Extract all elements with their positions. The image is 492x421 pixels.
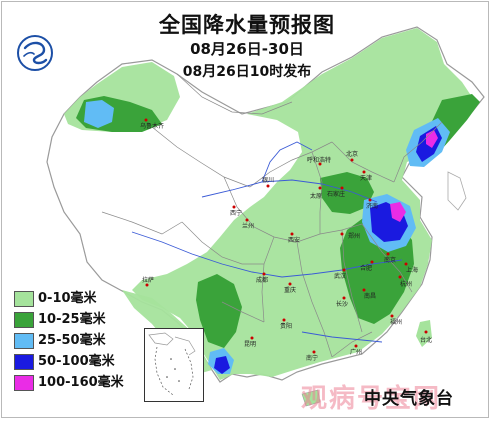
city-label: 武汉 [334,272,346,280]
city-label: 北京 [346,150,358,158]
rivers [131,141,403,343]
city-label: 石家庄 [327,190,345,198]
rain-100-160-northeast [426,130,438,148]
legend-swatch [14,312,34,328]
rain-10-25-north [320,172,374,214]
city-label: 福州 [390,318,402,326]
legend-item: 10-25毫米 [14,310,144,331]
city-label: 西宁 [230,209,242,217]
rain-50-100-yunnan [214,356,230,374]
legend-item: 50-100毫米 [14,352,144,373]
city-label: 郑州 [348,232,360,240]
agency-name: 中央气象台 [364,389,454,409]
city-markers: 乌鲁木齐 呼和浩特 北京 天津 石家庄 太原 济南 银川 西宁 兰州 郑州 西安… [140,118,432,362]
city-label: 太原 [310,192,322,200]
rain-10-25-southwest [196,274,242,348]
legend-label: 100-160毫米 [38,375,124,390]
legend-swatch [14,354,34,370]
rain-25-50-xinjiang [84,100,114,128]
korea-coast [447,171,467,211]
city-label: 合肥 [360,264,372,272]
city-label: 上海 [406,266,418,274]
city-label: 昆明 [244,341,256,348]
inset-map [148,332,196,396]
legend-label: 25-50毫米 [38,333,106,348]
legend-item: 100-160毫米 [14,373,144,394]
city-label: 拉萨 [142,276,154,284]
province-boundaries [101,73,443,358]
south-china-sea-inset [144,328,204,402]
cma-logo-icon [17,35,53,71]
legend-swatch [14,375,34,391]
precipitation-map: 乌鲁木齐 呼和浩特 北京 天津 石家庄 太原 济南 银川 西宁 兰州 郑州 西安… [46,26,485,407]
legend-item: 25-50毫米 [14,331,144,352]
city-label: 广州 [350,348,362,356]
legend-label: 10-25毫米 [38,312,106,327]
city-label: 济南 [366,202,378,210]
legend-label: 0-10毫米 [38,291,97,306]
legend-item: 0-10毫米 [14,289,144,310]
city-label: 贵阳 [280,322,292,330]
rain-100-160-shandong [390,202,406,222]
city-label: 成都 [256,276,268,284]
city-label: 重庆 [284,286,296,294]
city-label: 杭州 [400,280,412,288]
legend-swatch [14,333,34,349]
city-label: 南宁 [306,354,318,362]
city-label: 南昌 [364,292,376,300]
city-label: 银川 [262,176,274,184]
hainan-island [301,389,321,407]
city-label: 南京 [384,256,396,264]
city-label: 长沙 [336,300,348,308]
city-label: 兰州 [242,222,254,230]
legend: 0-10毫米 10-25毫米 25-50毫米 50-100毫米 100-160毫… [14,289,144,394]
city-label: 天津 [360,175,372,182]
city-label: 呼和浩特 [307,156,331,164]
legend-swatch [14,291,34,307]
city-label: 西安 [288,236,300,244]
city-label: 台北 [420,336,432,344]
rain-0-10-islands [416,320,432,347]
legend-label: 50-100毫米 [38,354,115,369]
city-label: 乌鲁木齐 [140,122,164,130]
